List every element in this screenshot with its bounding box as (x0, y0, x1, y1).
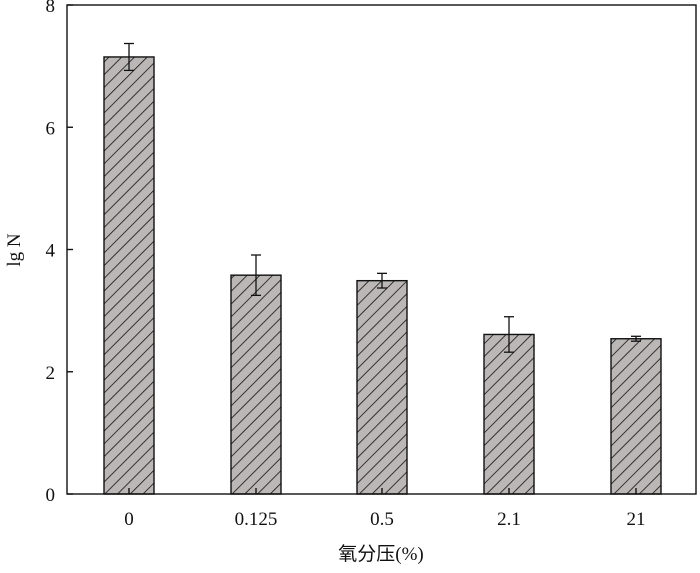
bar-0.5 (356, 279, 408, 495)
error-bar-21 (631, 335, 641, 342)
error-bar-2.1 (504, 316, 514, 353)
y-tick-label: 6 (46, 118, 56, 139)
x-tick-label: 0 (124, 509, 134, 530)
bar-21 (610, 338, 662, 495)
y-tick-label: 4 (46, 241, 56, 262)
bar-2.1 (483, 333, 535, 495)
error-bar-0 (124, 42, 134, 72)
y-axis-label: lg N (4, 233, 25, 267)
y-tick-label: 8 (46, 0, 56, 17)
x-tick-label: 0.125 (235, 509, 278, 530)
x-axis-label: 氧分压(%) (338, 543, 423, 565)
x-tick-label: 2.1 (497, 509, 521, 530)
y-tick-label: 2 (46, 363, 56, 384)
error-bar-0.125 (251, 254, 261, 296)
bar-0.125 (230, 274, 282, 495)
x-tick-label: 0.5 (370, 509, 394, 530)
y-tick-label: 0 (46, 485, 56, 506)
x-tick-label: 21 (627, 509, 646, 530)
bar-0 (103, 56, 155, 495)
error-bar-0.5 (377, 272, 387, 289)
